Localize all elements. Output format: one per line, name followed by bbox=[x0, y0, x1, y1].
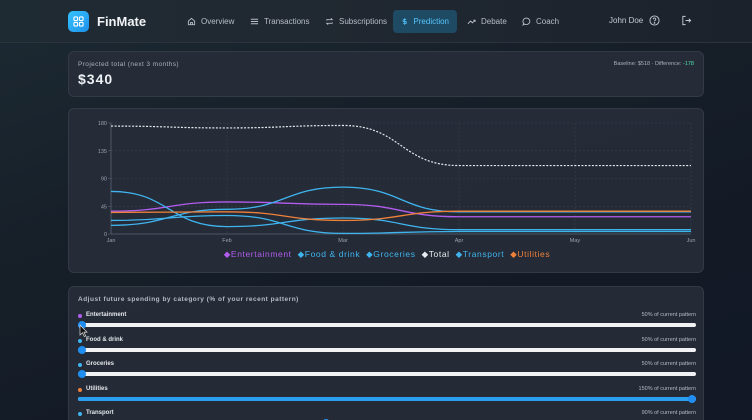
legend-item-total[interactable]: ◆Total bbox=[421, 249, 450, 259]
category-slider[interactable] bbox=[78, 394, 696, 403]
legend-item-food-drink[interactable]: ◆Food & drink bbox=[297, 249, 361, 259]
slider-row-transport: Transport 90% of current pattern bbox=[78, 410, 696, 420]
legend-item-groceries[interactable]: ◆Groceries bbox=[366, 249, 416, 259]
prediction-line-chart: 0 45 90 135 180 Jan Feb Mar Apr May Jun bbox=[98, 121, 696, 244]
projected-total-value: $340 bbox=[78, 71, 114, 87]
nav-prediction[interactable]: Prediction bbox=[393, 10, 457, 33]
category-name: Transport bbox=[86, 410, 114, 416]
help-circle-icon[interactable] bbox=[649, 15, 660, 26]
nav-subscriptions[interactable]: Subscriptions bbox=[317, 10, 395, 33]
home-icon bbox=[187, 17, 196, 26]
category-name: Entertainment bbox=[86, 312, 127, 318]
projected-total-label: Projected total (next 3 months) bbox=[78, 61, 179, 68]
repeat-icon bbox=[325, 18, 334, 25]
category-percentage: 50% of current pattern bbox=[641, 336, 696, 343]
category-color-dot bbox=[78, 363, 82, 367]
series-line-total bbox=[110, 124, 691, 167]
adjust-spending-card: Adjust future spending by category (% of… bbox=[68, 286, 704, 420]
nav-transactions[interactable]: Transactions bbox=[242, 10, 318, 33]
svg-text:Jan: Jan bbox=[107, 238, 116, 244]
svg-text:Mar: Mar bbox=[338, 238, 348, 244]
nav-debate[interactable]: Debate bbox=[459, 10, 515, 33]
category-percentage: 50% of current pattern bbox=[641, 312, 696, 318]
grid-icon[interactable] bbox=[68, 11, 89, 32]
prediction-chart-card: 0 45 90 135 180 Jan Feb Mar Apr May Jun ◆Entertain… bbox=[68, 108, 704, 273]
trend-icon bbox=[467, 19, 476, 25]
svg-text:May: May bbox=[570, 238, 581, 244]
slider-row-entertainment: Entertainment 50% of current pattern bbox=[78, 312, 696, 336]
category-slider[interactable] bbox=[78, 370, 696, 378]
category-name: Food & drink bbox=[86, 336, 123, 343]
series-line-utilities bbox=[110, 210, 691, 222]
mouse-cursor-icon bbox=[79, 324, 88, 337]
category-color-dot bbox=[78, 412, 82, 416]
slider-thumb[interactable] bbox=[688, 394, 696, 403]
svg-text:Jun: Jun bbox=[687, 238, 696, 244]
slider-fill bbox=[78, 396, 692, 401]
category-name: Groceries bbox=[86, 361, 115, 367]
chart-legend: ◆Entertainment ◆Food & drink ◆Groceries ◆To… bbox=[69, 249, 705, 260]
category-color-dot bbox=[78, 387, 82, 392]
nav-label: Prediction bbox=[413, 17, 449, 26]
legend-item-transport[interactable]: ◆Transport bbox=[455, 249, 505, 259]
list-icon bbox=[250, 18, 259, 25]
category-color-dot bbox=[78, 314, 82, 318]
user-name[interactable]: John Doe bbox=[609, 16, 644, 25]
nav-label: Overview bbox=[201, 17, 235, 26]
nav-label: Subscriptions bbox=[339, 17, 388, 26]
nav-label: Transactions bbox=[264, 17, 310, 26]
svg-text:135: 135 bbox=[98, 149, 107, 155]
svg-text:Apr: Apr bbox=[455, 238, 464, 244]
svg-text:45: 45 bbox=[101, 204, 107, 210]
baseline-text: Baseline: $518 · Difference: bbox=[613, 61, 683, 67]
category-percentage: 90% of current pattern bbox=[641, 410, 696, 416]
app-name[interactable]: FinMate bbox=[97, 14, 147, 29]
series-line-entertainment bbox=[110, 201, 691, 218]
svg-text:90: 90 bbox=[101, 177, 107, 183]
baseline-difference: Baseline: $518 · Difference: -178 bbox=[614, 61, 694, 67]
nav-overview[interactable]: Overview bbox=[179, 10, 242, 33]
category-slider[interactable] bbox=[78, 321, 696, 329]
slider-row-utilities: Utilities 150% of current pattern bbox=[78, 386, 696, 410]
category-slider[interactable] bbox=[78, 345, 696, 354]
nav-coach[interactable]: Coach bbox=[514, 10, 567, 33]
category-percentage: 150% of current pattern bbox=[638, 385, 696, 392]
adjust-title: Adjust future spending by category (% of… bbox=[78, 296, 299, 303]
category-percentage: 50% of current pattern bbox=[641, 361, 696, 367]
nav-label: Coach bbox=[536, 17, 560, 26]
slider-row-groceries: Groceries 50% of current pattern bbox=[78, 361, 696, 385]
nav-label: Debate bbox=[481, 17, 507, 26]
svg-text:0: 0 bbox=[104, 232, 107, 238]
legend-item-entertainment[interactable]: ◆Entertainment bbox=[223, 249, 292, 259]
legend-item-utilities[interactable]: ◆Utilities bbox=[510, 249, 551, 259]
series-line-transport bbox=[110, 190, 691, 231]
category-color-dot bbox=[78, 338, 82, 343]
dollar-icon bbox=[402, 18, 407, 25]
chat-icon bbox=[522, 17, 531, 26]
difference-value: -178 bbox=[682, 61, 694, 67]
slider-row-food-drink: Food & drink 50% of current pattern bbox=[78, 337, 696, 361]
category-name: Utilities bbox=[86, 385, 108, 392]
projection-summary-card: Projected total (next 3 months) $340 Bas… bbox=[68, 51, 704, 97]
slider-thumb[interactable] bbox=[78, 370, 86, 378]
slider-thumb[interactable] bbox=[78, 321, 86, 329]
top-navigation-bar: FinMate Overview Transactions Subscripti… bbox=[0, 0, 752, 43]
svg-text:Feb: Feb bbox=[222, 238, 231, 244]
svg-text:180: 180 bbox=[98, 121, 107, 127]
slider-thumb[interactable] bbox=[78, 345, 86, 354]
logout-icon[interactable] bbox=[681, 15, 692, 26]
series-line-groceries bbox=[110, 214, 691, 235]
